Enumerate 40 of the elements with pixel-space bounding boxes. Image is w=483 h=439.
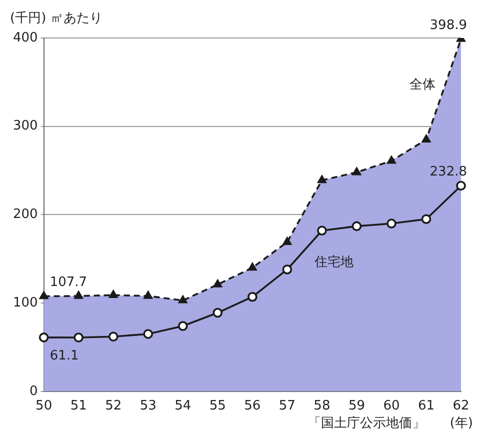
series-label: 全体 <box>409 77 436 92</box>
x-axis-title: (年) <box>450 416 473 431</box>
y-tick-label: 400 <box>12 30 38 46</box>
y-tick-label: 0 <box>30 384 38 399</box>
point <box>352 221 362 232</box>
data-label: 398.9 <box>430 18 467 33</box>
x-tick-label: 59 <box>348 398 365 414</box>
x-tick-label: 60 <box>383 398 400 414</box>
y-axis-title: (千円) ㎡あたり <box>10 11 102 26</box>
x-tick-label: 53 <box>140 398 156 414</box>
y-tick-label: 200 <box>12 207 38 222</box>
point <box>317 226 327 236</box>
x-tick-label: 54 <box>174 398 192 414</box>
point <box>386 218 396 228</box>
x-tick-label: 55 <box>209 398 226 414</box>
point <box>38 332 49 342</box>
y-tick-label: 300 <box>12 118 38 134</box>
point <box>421 214 432 224</box>
point <box>282 264 292 274</box>
data-label: 107.7 <box>50 275 88 290</box>
y-tick-label: 100 <box>12 295 38 310</box>
point <box>108 332 118 342</box>
point <box>143 329 154 339</box>
x-tick-label: 61 <box>418 398 435 414</box>
x-tick-label: 50 <box>36 398 52 414</box>
point <box>74 332 84 342</box>
text: 「国土庁公示地価」 <box>308 415 425 431</box>
data-label: 61.1 <box>50 348 79 364</box>
x-tick-label: 56 <box>244 398 261 414</box>
point <box>456 180 466 191</box>
point <box>248 292 258 302</box>
point <box>178 321 188 331</box>
point <box>212 308 223 318</box>
x-tick-label: 57 <box>278 398 296 414</box>
x-tick-label: 58 <box>314 398 330 414</box>
series-label: 住宅地 <box>314 254 354 270</box>
x-tick-label: 62 <box>452 398 470 414</box>
x-tick-label: 52 <box>105 398 122 414</box>
data-label: 232.8 <box>430 164 467 180</box>
x-tick-label: 51 <box>70 398 87 414</box>
